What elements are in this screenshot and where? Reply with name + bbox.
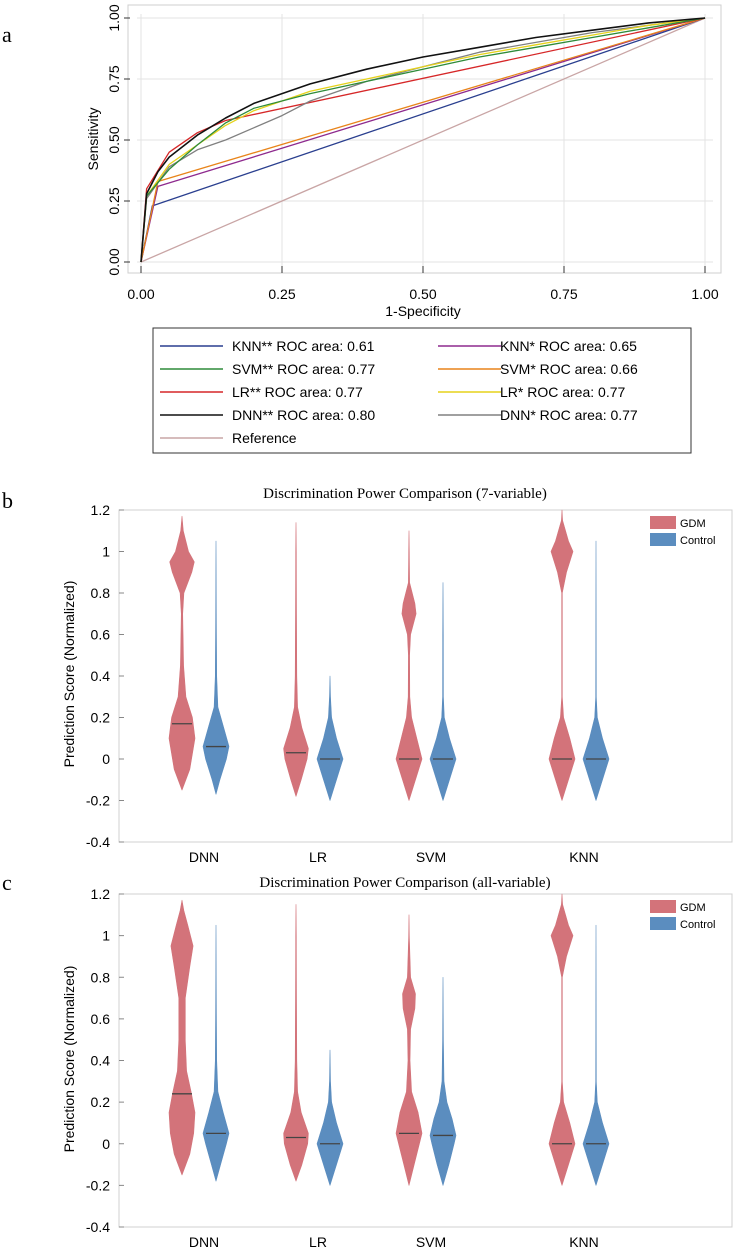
roc-x-tick-label: 0.50	[409, 286, 436, 302]
violin-plot-frame	[118, 509, 733, 843]
panel-label-b: b	[2, 488, 13, 513]
roc-legend-box	[152, 327, 692, 454]
roc-y-tick-label: 0.25	[106, 187, 122, 214]
roc-y-axis-label: Sensitivity	[85, 107, 101, 170]
violin-x-tick-label: KNN	[569, 849, 599, 865]
roc-x-tick-label: 0.00	[127, 286, 154, 302]
roc-chart: 0.00 0.25 0.50 0.75 1.00 0.00 0.25 0.50 0.75 1.0…	[85, 4, 722, 454]
violin-control-dnn	[202, 924, 230, 1182]
violin-y-tick-label: -0.4	[86, 1219, 110, 1235]
roc-line-svm2	[140, 17, 706, 263]
roc-legend-label-svm2: SVM** ROC area: 0.77	[232, 361, 375, 377]
violin7-y-axis-label: Prediction Score (Normalized)	[61, 581, 77, 768]
violin-legend-label-control: Control	[680, 535, 715, 547]
violin-legend-label-gdm: GDM	[680, 902, 706, 914]
roc-y-tick-label: 0.00	[106, 248, 122, 275]
violin-y-tick-label: 0.6	[91, 627, 111, 643]
roc-legend-label-svm1: SVM* ROC area: 0.66	[500, 361, 638, 377]
roc-line-lr1	[140, 17, 706, 263]
violin-y-tick-label: 0.8	[91, 969, 111, 985]
violin-x-tick-label: SVM	[416, 1234, 446, 1250]
violin-x-tick-label: SVM	[416, 849, 446, 865]
roc-y-tick-label: 0.50	[106, 126, 122, 153]
violin-control-svm	[429, 582, 457, 801]
violin-x-tick-label: LR	[309, 849, 327, 865]
violin-legend-label-control: Control	[680, 919, 715, 931]
violin-y-tick-label: 0	[102, 751, 110, 767]
roc-x-tick-label: 0.75	[550, 286, 577, 302]
panel-label-a: a	[2, 22, 12, 47]
violin-gdm-dnn	[168, 515, 196, 791]
roc-line-ref	[140, 17, 706, 263]
violin-y-tick-label: 1.2	[91, 502, 111, 518]
violin-y-tick-label: 0.2	[91, 710, 111, 726]
panel-label-c: c	[2, 870, 12, 895]
violin7-title: Discrimination Power Comparison (7-varia…	[263, 486, 547, 502]
violin-y-tick-label: 0.6	[91, 1011, 111, 1027]
violin-legend-label-gdm: GDM	[680, 518, 706, 530]
violin-y-tick-label: 0.2	[91, 1094, 111, 1110]
violin-gdm-knn	[548, 509, 576, 801]
roc-legend-label-knn1: KNN* ROC area: 0.65	[500, 338, 637, 354]
violin-control-lr	[316, 1049, 344, 1186]
roc-legend-label-lr1: LR* ROC area: 0.77	[500, 384, 625, 400]
roc-x-tick-label: 1.00	[691, 286, 718, 302]
violin-y-tick-label: -0.2	[86, 793, 110, 809]
roc-legend-label-lr2: LR** ROC area: 0.77	[232, 384, 363, 400]
violin-chart-7-variable: Discrimination Power Comparison (7-varia…	[61, 486, 733, 865]
violin-control-svm	[429, 976, 457, 1186]
violin-x-tick-label: DNN	[189, 1234, 219, 1250]
violin-y-tick-label: -0.2	[86, 1177, 110, 1193]
violin-y-tick-label: 0.4	[91, 1053, 111, 1069]
violin-control-dnn	[202, 540, 230, 795]
violin-legend-swatch-gdm	[650, 900, 676, 913]
roc-y-tick-label: 0.75	[106, 65, 122, 92]
violin-y-tick-label: 0.8	[91, 585, 111, 601]
violin-y-tick-label: -0.4	[86, 834, 110, 850]
violin-legend-swatch-gdm	[650, 516, 676, 529]
violin-control-knn	[582, 924, 610, 1186]
violin-gdm-svm	[395, 530, 423, 801]
roc-legend-label-dnn1: DNN* ROC area: 0.77	[500, 407, 638, 423]
violin-y-tick-label: 0	[102, 1136, 110, 1152]
violin-legend-swatch-control	[650, 917, 676, 930]
violinall-title: Discrimination Power Comparison (all-var…	[259, 875, 550, 891]
violin-control-lr	[316, 675, 344, 801]
roc-x-tick-label: 0.25	[268, 286, 295, 302]
roc-line-dnn2	[140, 17, 706, 263]
roc-line-svm1	[140, 17, 706, 263]
violin-y-tick-label: 1	[102, 928, 110, 944]
roc-x-axis-label: 1-Specificity	[385, 303, 460, 319]
roc-legend-label-ref: Reference	[232, 430, 297, 446]
violin-y-tick-label: 1	[102, 544, 110, 560]
violin-legend-swatch-control	[650, 533, 676, 546]
violin-plot-frame	[118, 893, 733, 1228]
violin-gdm-knn	[548, 893, 576, 1186]
roc-legend-label-knn2: KNN** ROC area: 0.61	[232, 338, 375, 354]
violin-x-tick-label: LR	[309, 1234, 327, 1250]
violin-x-tick-label: DNN	[189, 849, 219, 865]
violin-y-tick-label: 0.4	[91, 668, 111, 684]
violinall-y-axis-label: Prediction Score (Normalized)	[61, 966, 77, 1153]
violin-gdm-dnn	[168, 899, 196, 1176]
violin-control-knn	[582, 540, 610, 801]
violin-gdm-lr	[283, 522, 309, 797]
roc-y-tick-label: 1.00	[106, 4, 122, 31]
violin-gdm-lr	[283, 904, 309, 1182]
violin-gdm-svm	[395, 914, 423, 1186]
roc-legend-label-dnn2: DNN** ROC area: 0.80	[232, 407, 375, 423]
violin-x-tick-label: KNN	[569, 1234, 599, 1250]
violin-y-tick-label: 1.2	[91, 886, 111, 902]
violin-chart-all-variable: Discrimination Power Comparison (all-var…	[61, 875, 733, 1250]
